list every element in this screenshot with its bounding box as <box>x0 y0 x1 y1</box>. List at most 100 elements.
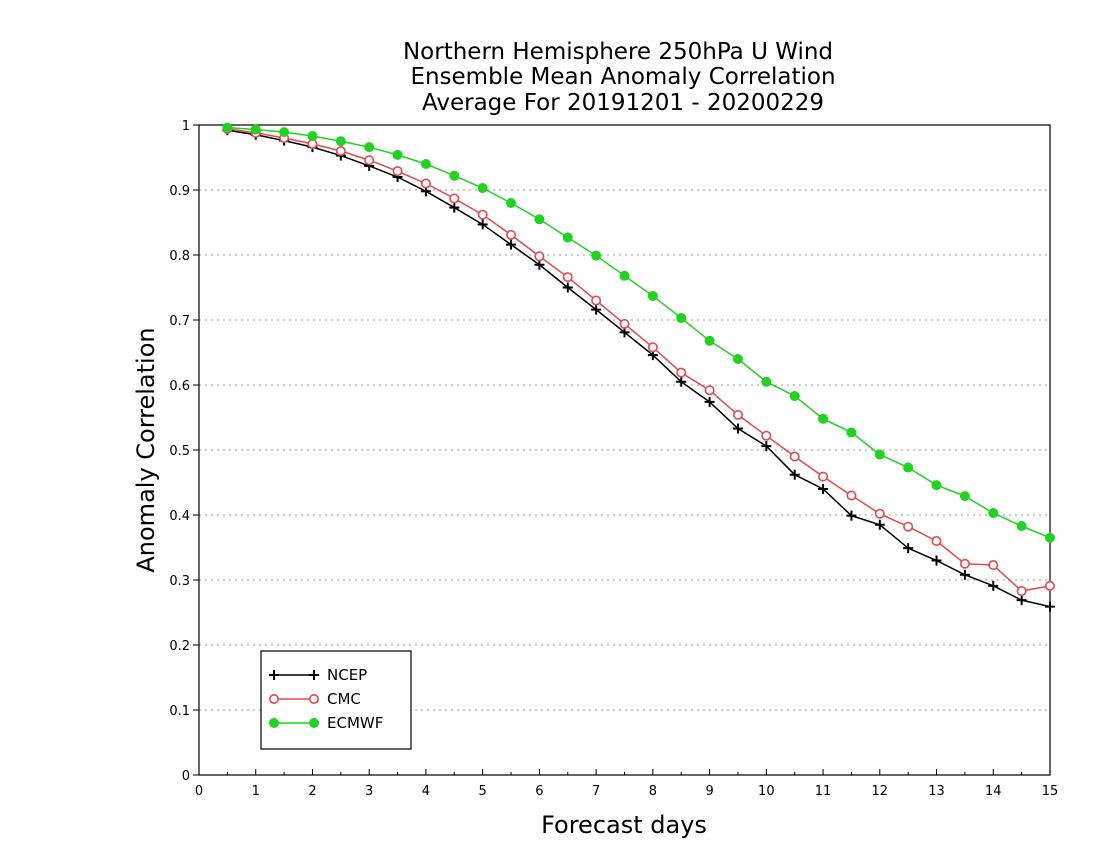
grid-lines <box>199 124 1050 711</box>
cmc-point-17 <box>704 385 715 396</box>
legend-entry-cmc: CMC <box>268 690 361 708</box>
series-line-ecmwf <box>227 126 1051 539</box>
cmc-point-11 <box>534 251 545 262</box>
ecmwf-point-7 <box>420 159 431 169</box>
ecmwf-point-6 <box>392 149 403 160</box>
cmc-point-23 <box>874 508 885 519</box>
ncep-point-23 <box>874 519 885 530</box>
cmc-point-8 <box>449 193 460 204</box>
ncep-point-26 <box>959 569 970 580</box>
y-tick-label-5: 0.5 <box>169 444 190 459</box>
cmc-point-19 <box>761 430 772 441</box>
title-line-1: Northern Hemisphere 250hPa U Wind <box>403 39 833 65</box>
legend-marker-right-ncep <box>309 670 319 680</box>
x-tick-label-10: 10 <box>758 784 775 799</box>
legend-marker-left-ecmwf <box>269 718 279 728</box>
x-tick-label-8: 8 <box>649 784 657 799</box>
ecmwf-point-4 <box>335 136 346 147</box>
cmc-point-10 <box>506 229 517 240</box>
cmc-point-15 <box>647 342 658 353</box>
ecmwf-point-9 <box>477 183 488 194</box>
y-tick-label-0: 0 <box>182 769 190 784</box>
ncep-point-25 <box>931 555 942 566</box>
cmc-point-18 <box>732 409 743 420</box>
ecmwf-point-15 <box>647 290 658 301</box>
ncep-point-24 <box>903 543 914 554</box>
x-tick-label-13: 13 <box>928 784 945 799</box>
ecmwf-point-29 <box>1045 532 1055 543</box>
ncep-point-11 <box>534 259 545 270</box>
ecmwf-point-19 <box>761 376 772 387</box>
ncep-point-12 <box>562 282 573 293</box>
y-tick-label-4: 0.4 <box>169 509 190 524</box>
ecmwf-point-24 <box>903 462 914 473</box>
ecmwf-point-0 <box>222 122 233 133</box>
legend-label-ecmwf: ECMWF <box>327 714 383 732</box>
series-group <box>222 122 1056 612</box>
ncep-point-17 <box>704 396 715 407</box>
ncep-point-20 <box>789 469 800 480</box>
chart-title: Northern Hemisphere 250hPa U Wind Ensemb… <box>403 39 836 116</box>
cmc-point-20 <box>789 451 800 462</box>
legend-box <box>260 650 412 750</box>
ncep-point-29 <box>1045 601 1055 612</box>
ecmwf-point-20 <box>789 391 800 402</box>
y-tick-label-6: 0.6 <box>169 379 190 394</box>
x-tick-label-7: 7 <box>592 784 600 799</box>
x-tick-label-4: 4 <box>422 784 430 799</box>
ecmwf-point-3 <box>307 131 318 142</box>
ecmwf-point-28 <box>1016 521 1027 532</box>
y-tick-label-9: 0.9 <box>169 184 190 199</box>
cmc-point-24 <box>903 521 914 532</box>
ncep-point-8 <box>449 202 460 213</box>
ecmwf-point-14 <box>619 270 630 281</box>
x-tick-label-15: 15 <box>1042 784 1059 799</box>
cmc-point-13 <box>591 295 602 306</box>
ecmwf-point-22 <box>846 427 857 438</box>
x-tick-label-14: 14 <box>985 784 1002 799</box>
y-tick-label-10: 1 <box>182 119 190 134</box>
legend-marker-right-cmc <box>308 693 319 704</box>
ncep-point-10 <box>506 239 517 250</box>
x-tick-label-5: 5 <box>479 784 487 799</box>
cmc-point-6 <box>392 166 403 177</box>
legend-label-cmc: CMC <box>327 690 361 708</box>
series-ncep <box>222 125 1055 612</box>
cmc-point-27 <box>988 560 999 571</box>
legend-entry-ncep: NCEP <box>269 666 367 684</box>
y-tick-label-8: 0.8 <box>169 249 190 264</box>
ecmwf-point-23 <box>874 449 885 460</box>
x-tick-label-1: 1 <box>252 784 260 799</box>
ecmwf-point-5 <box>364 142 375 153</box>
legend-marker-right-ecmwf <box>309 718 319 728</box>
cmc-point-25 <box>931 535 942 546</box>
ecmwf-point-2 <box>279 127 290 138</box>
ecmwf-point-8 <box>449 170 460 181</box>
x-tick-label-11: 11 <box>815 784 832 799</box>
ncep-point-13 <box>591 304 602 315</box>
ncep-point-22 <box>846 510 857 521</box>
ncep-point-27 <box>988 580 999 591</box>
legend: NCEP CMC ECMWF <box>260 650 412 750</box>
ecmwf-point-21 <box>818 413 829 424</box>
series-cmc <box>222 123 1056 597</box>
cmc-point-5 <box>364 155 375 166</box>
y-axis-label: Anomaly Correlation <box>132 327 160 572</box>
legend-marker-left-ncep <box>269 670 279 680</box>
x-tick-label-2: 2 <box>308 784 316 799</box>
ncep-point-14 <box>619 327 630 338</box>
ecmwf-point-13 <box>591 250 602 261</box>
y-tick-label-1: 0.1 <box>169 704 190 719</box>
cmc-point-26 <box>959 558 970 569</box>
ecmwf-point-17 <box>704 335 715 346</box>
series-ecmwf <box>222 122 1055 543</box>
cmc-point-7 <box>420 178 431 189</box>
legend-label-ncep: NCEP <box>327 666 367 684</box>
ecmwf-point-11 <box>534 214 545 225</box>
ecmwf-point-12 <box>562 232 573 243</box>
title-line-3: Average For 20191201 - 20200229 <box>422 90 824 116</box>
series-line-cmc <box>227 128 1051 592</box>
title-line-2: Ensemble Mean Anomaly Correlation <box>410 64 835 90</box>
y-axis-ticks: 0 0.1 0.2 0.3 0.4 0.5 0.6 0.7 0.8 0.9 1 <box>169 119 199 784</box>
